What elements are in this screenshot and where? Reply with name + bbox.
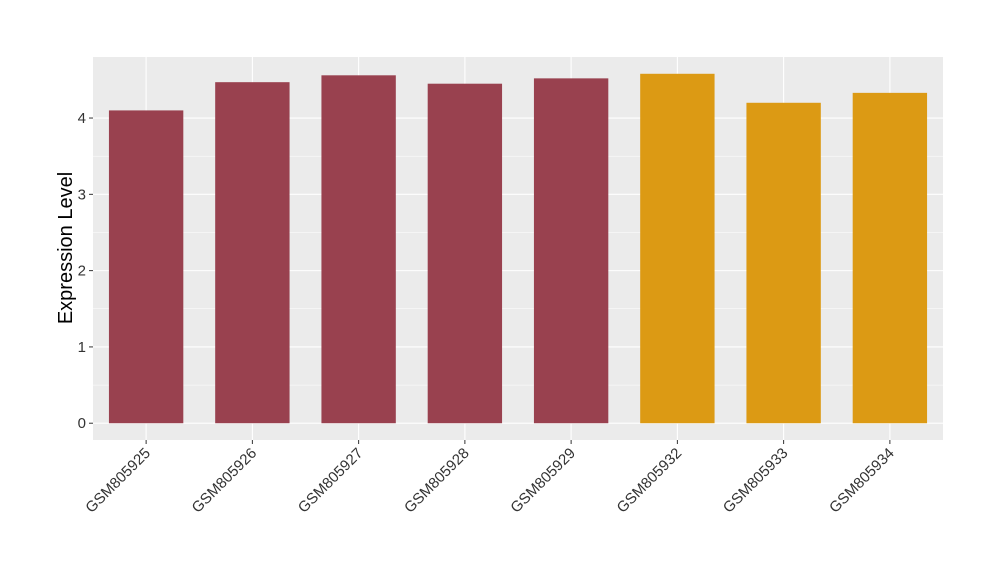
bar (852, 92, 928, 424)
y-tick-label: 4 (78, 110, 86, 127)
x-tick-label: GSM805932 (614, 445, 686, 517)
bar (321, 75, 396, 424)
x-tick-label: GSM805925 (82, 445, 154, 517)
bar (533, 78, 609, 424)
y-tick-label: 1 (78, 339, 86, 356)
x-tick-label: GSM805926 (189, 445, 261, 517)
bar (746, 102, 821, 424)
x-tick-label: GSM805927 (295, 445, 367, 517)
y-axis-title: Expression Level (55, 172, 77, 324)
bar (640, 73, 715, 424)
x-tick-label: GSM805934 (826, 445, 898, 517)
bar (427, 83, 503, 424)
y-tick-label: 0 (78, 415, 86, 432)
y-tick-label: 3 (78, 186, 86, 203)
bar (108, 110, 184, 424)
x-tick-label: GSM805928 (401, 445, 473, 517)
x-tick-label: GSM805933 (720, 445, 792, 517)
x-tick-label: GSM805929 (507, 445, 579, 517)
bar (215, 82, 290, 424)
y-tick-label: 2 (78, 263, 86, 280)
